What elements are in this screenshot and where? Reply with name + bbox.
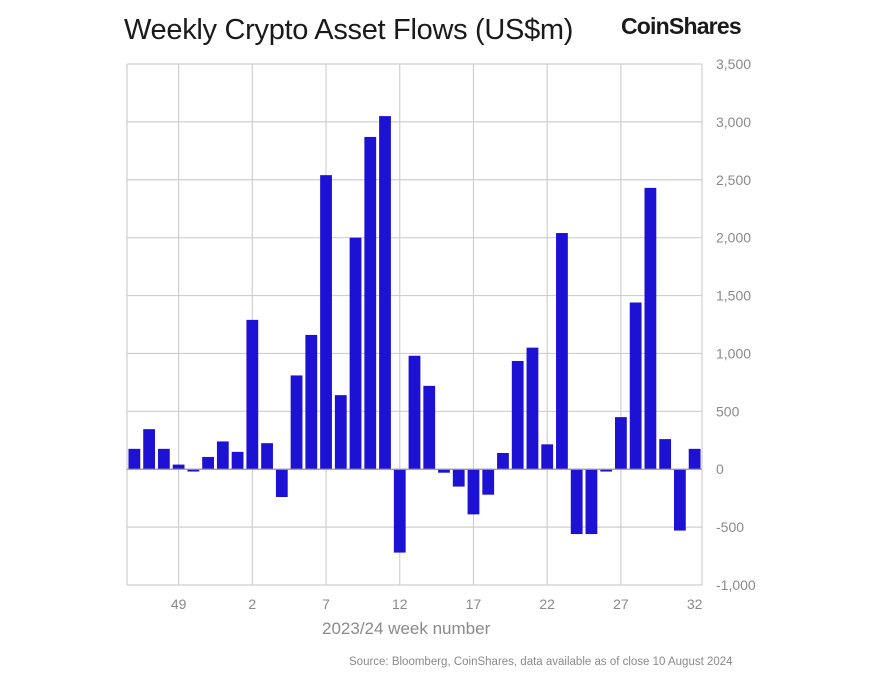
bar-week-15 — [438, 469, 450, 473]
y-tick-label: 500 — [716, 403, 740, 419]
bar-week-47 — [143, 429, 156, 470]
bar-week-4 — [275, 469, 288, 498]
bar-week-11 — [379, 116, 391, 470]
y-tick-label: 3,000 — [716, 114, 751, 130]
bar-week-29 — [644, 187, 657, 470]
bar-week-10 — [364, 136, 377, 470]
chart-title: Weekly Crypto Asset Flows (US$m) — [124, 14, 574, 46]
bar-week-24 — [570, 469, 583, 535]
bar-week-46 — [128, 448, 141, 470]
bar-week-31 — [673, 469, 686, 531]
x-tick-label: 2 — [248, 596, 256, 612]
bar-week-1 — [231, 451, 244, 470]
bar-week-49 — [172, 464, 185, 470]
bar-week-3 — [261, 443, 273, 470]
bar-week-52 — [216, 441, 229, 470]
bar-week-14 — [423, 385, 436, 470]
x-tick-label: 22 — [539, 596, 555, 612]
y-tick-label: 0 — [716, 461, 724, 477]
y-tick-label: -1,000 — [716, 577, 756, 593]
bar-week-28 — [629, 302, 642, 470]
y-tick-label: 2,500 — [716, 172, 751, 188]
x-tick-label: 27 — [613, 596, 629, 612]
bar-week-26 — [600, 469, 613, 472]
bar-week-8 — [334, 395, 347, 470]
bar-week-32 — [688, 448, 701, 470]
bar-week-2 — [246, 319, 259, 470]
bar-week-48 — [157, 448, 170, 470]
y-tick-label: 3,500 — [716, 56, 751, 72]
y-tick-label: -500 — [716, 519, 744, 535]
bar-week-30 — [659, 439, 672, 470]
y-tick-label: 1,000 — [716, 345, 751, 361]
bar-week-16 — [452, 469, 465, 487]
bar-week-25 — [585, 469, 598, 535]
y-tick-label: 1,500 — [716, 288, 751, 304]
y-tick-label: 2,000 — [716, 230, 751, 246]
brand-logo: CoinShares — [621, 13, 742, 39]
bar-week-17 — [467, 469, 480, 515]
bar-week-6 — [305, 334, 318, 470]
bar-week-12 — [393, 469, 406, 553]
bar-week-13 — [408, 355, 421, 470]
bar-week-5 — [290, 375, 303, 470]
bar-week-18 — [482, 469, 495, 495]
bar-week-51 — [202, 456, 214, 470]
x-tick-label: 7 — [322, 596, 330, 612]
bar-week-23 — [556, 233, 568, 470]
bar-week-7 — [320, 175, 332, 470]
bar-week-27 — [615, 417, 627, 470]
bar-week-22 — [541, 444, 554, 470]
bar-week-19 — [497, 453, 509, 470]
x-tick-label: 17 — [466, 596, 482, 612]
x-tick-label: 32 — [687, 596, 703, 612]
bar-week-9 — [349, 237, 362, 470]
bar-week-21 — [526, 347, 539, 470]
x-axis-title: 2023/24 week number — [322, 619, 491, 638]
bar-week-20 — [511, 360, 524, 470]
x-tick-label: 49 — [171, 596, 187, 612]
source-note: Source: Bloomberg, CoinShares, data avai… — [349, 656, 733, 668]
bar-week-50 — [187, 469, 200, 472]
x-tick-label: 12 — [392, 596, 408, 612]
